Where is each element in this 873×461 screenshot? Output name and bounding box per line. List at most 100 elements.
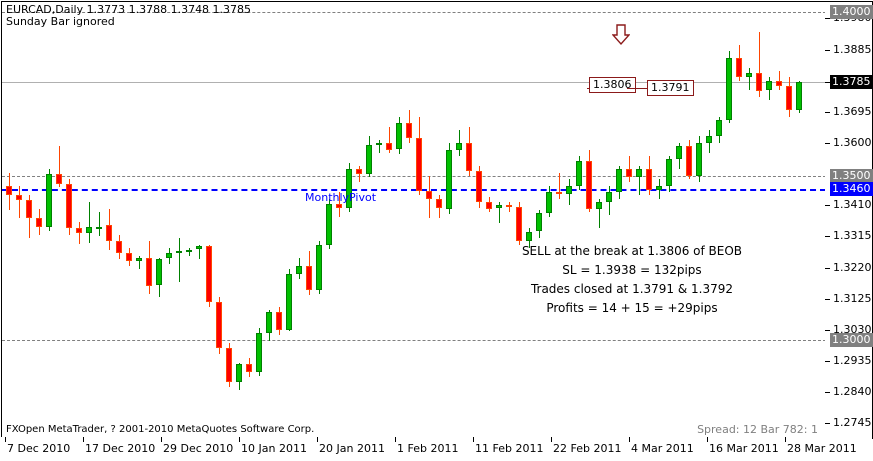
price-tick: [825, 423, 830, 425]
chart-plot-area[interactable]: MonthlyPivot 1.3806 1.3791 SELL at the b…: [1, 1, 826, 439]
date-tick-label: 1 Feb 2011: [397, 442, 459, 455]
date-tick-label: 20 Jan 2011: [319, 442, 385, 455]
price-badge[interactable]: 1.3785: [830, 75, 873, 90]
price-tick: [825, 205, 830, 207]
candle-body: [486, 202, 492, 209]
candle-wick: [639, 165, 640, 196]
price-tick: [825, 236, 830, 238]
candle-body: [406, 123, 412, 139]
candle-wick: [749, 67, 750, 91]
candle-body: [226, 347, 232, 383]
candle-body: [116, 241, 122, 253]
copyright-text: FXOpen MetaTrader, ? 2001-2010 MetaQuote…: [6, 424, 315, 435]
date-tick-label: 29 Dec 2010: [163, 442, 234, 455]
price-tick: [825, 298, 830, 300]
candle-wick: [59, 146, 60, 188]
price-badge[interactable]: 1.3500: [830, 168, 873, 183]
price-tick-label: 1.3695: [833, 104, 872, 118]
candle-body: [476, 170, 482, 202]
pivot-line: [2, 188, 826, 191]
candle-body: [456, 143, 462, 150]
candle-body: [606, 192, 612, 202]
candle-body: [756, 72, 762, 91]
price-tick-label: 1.3125: [833, 291, 872, 305]
annotation-line-4: Profits = 14 + 15 = +29pips: [546, 301, 718, 315]
candle-body: [76, 228, 82, 234]
price-tick-label: 1.2935: [833, 354, 872, 367]
candle-body: [586, 161, 592, 209]
candle-body: [16, 195, 22, 201]
price-tick-label: 1.3030: [833, 322, 872, 336]
date-tick: [473, 437, 474, 442]
trade-entry-label[interactable]: 1.3806: [589, 77, 636, 93]
monthly-pivot-label: MonthlyPivot: [305, 190, 377, 204]
candle-wick: [19, 185, 20, 219]
candle-body: [186, 249, 192, 252]
candle-body: [196, 246, 202, 250]
level-line: [2, 339, 826, 341]
trade-exit-label[interactable]: 1.3791: [647, 80, 694, 96]
price-badge[interactable]: 1.3460: [830, 181, 873, 196]
candle-body: [336, 203, 342, 209]
candle-body: [626, 169, 632, 178]
date-axis[interactable]: 7 Dec 2010 17 Dec 2010 29 Dec 2010 10 Jan 2…: [1, 437, 872, 460]
candle-wick: [599, 198, 600, 229]
candle-body: [556, 192, 562, 195]
candle-body: [376, 143, 382, 145]
level-line: [2, 175, 826, 177]
annotation-line-3: Trades closed at 1.3791 & 1.3792: [530, 282, 734, 296]
candle-body: [286, 274, 292, 330]
date-tick: [785, 437, 786, 442]
date-tick: [317, 437, 318, 442]
candle-wick: [779, 70, 780, 91]
date-tick-label: 10 Jan 2011: [241, 442, 307, 455]
candle-body: [716, 120, 722, 137]
candle-body: [146, 257, 152, 286]
candle-wick: [89, 202, 90, 243]
candle-wick: [199, 244, 200, 260]
candle-body: [426, 190, 432, 199]
price-tick: [825, 49, 830, 51]
candle-body: [746, 72, 752, 78]
candle-wick: [179, 238, 180, 283]
candle-body: [366, 144, 372, 175]
candle-body: [266, 311, 272, 334]
candle-body: [696, 143, 702, 176]
candle-body: [236, 364, 242, 383]
date-tick: [239, 437, 240, 442]
price-tick-label: 1.3220: [833, 260, 872, 274]
annotation-line-1: SELL at the break at 1.3806 of BEOB: [521, 244, 743, 258]
candle-body: [786, 85, 792, 111]
candle-body: [516, 206, 522, 242]
candle-body: [306, 265, 312, 291]
price-tick-label: 1.3600: [833, 136, 872, 149]
candle-body: [546, 192, 552, 214]
price-tick-label: 1.3315: [833, 229, 872, 243]
candle-body: [246, 364, 252, 373]
price-axis[interactable]: 1.39801.38851.37851.36951.36001.34101.33…: [825, 1, 873, 439]
date-tick: [707, 437, 708, 442]
candle-body: [276, 311, 282, 330]
date-tick-label: 28 Mar 2011: [787, 442, 857, 455]
price-tick: [825, 111, 830, 113]
price-tick: [825, 267, 830, 269]
candle-body: [596, 202, 602, 209]
level-line: [2, 82, 826, 84]
level-line: [2, 11, 826, 13]
price-tick-label: 1.2840: [833, 385, 872, 399]
candle-body: [326, 203, 332, 245]
candle-body: [166, 252, 172, 258]
price-tick: [825, 361, 830, 362]
price-tick-label: 1.3885: [833, 42, 872, 56]
candle-body: [576, 161, 582, 186]
candle-body: [206, 246, 212, 302]
price-badge[interactable]: 1.4000: [830, 4, 873, 19]
candle-body: [346, 169, 352, 209]
date-tick: [5, 437, 6, 442]
candle-body: [386, 143, 392, 150]
candle-body: [446, 149, 452, 209]
date-tick-label: 4 Mar 2011: [631, 442, 694, 455]
candle-body: [396, 123, 402, 150]
price-badge[interactable]: 1.3000: [830, 332, 873, 347]
candle-body: [356, 169, 362, 175]
